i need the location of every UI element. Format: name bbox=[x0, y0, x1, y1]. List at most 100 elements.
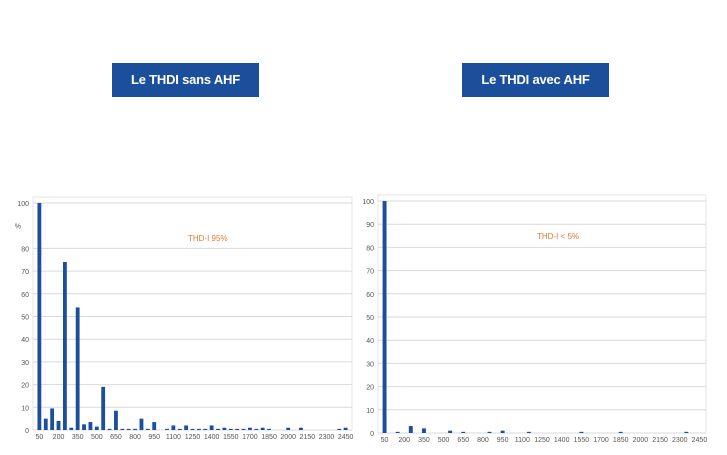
bar bbox=[37, 203, 42, 430]
bar bbox=[145, 428, 150, 430]
y-tick-label: 60 bbox=[21, 292, 29, 299]
y-tick-label: 100 bbox=[362, 199, 374, 206]
bar bbox=[139, 418, 144, 430]
y-tick-label: 0 bbox=[370, 431, 374, 438]
x-tick-label: 1100 bbox=[515, 437, 530, 444]
bar bbox=[126, 428, 131, 430]
bar bbox=[618, 431, 623, 433]
bar bbox=[203, 428, 208, 430]
x-tick-label: 500 bbox=[438, 437, 450, 444]
x-tick-label: 950 bbox=[148, 434, 160, 441]
y-tick-label: 20 bbox=[21, 383, 29, 390]
bar bbox=[152, 422, 157, 430]
bar bbox=[120, 428, 125, 430]
bar bbox=[421, 428, 426, 433]
x-tick-label: 1400 bbox=[204, 434, 220, 441]
y-tick-label: 70 bbox=[21, 269, 29, 276]
y-tick-label: 80 bbox=[21, 246, 29, 253]
x-tick-label: 1400 bbox=[554, 437, 570, 444]
x-tick-label: 350 bbox=[72, 434, 84, 441]
bar bbox=[299, 427, 303, 430]
bar bbox=[235, 428, 240, 430]
x-tick-label: 1850 bbox=[261, 434, 277, 441]
x-tick-label: 2000 bbox=[280, 434, 296, 441]
bar bbox=[75, 307, 80, 430]
y-tick-label: 80 bbox=[366, 245, 374, 252]
x-tick-label: 2450 bbox=[338, 434, 354, 441]
chart-title-left: Le THDI sans AHF bbox=[112, 63, 259, 97]
x-tick-label: 200 bbox=[398, 437, 410, 444]
bar bbox=[177, 428, 182, 430]
bar bbox=[88, 422, 93, 430]
thd-annotation: THD-I < 5% bbox=[537, 232, 579, 241]
x-tick-label: 2150 bbox=[652, 437, 668, 444]
chart-title-right: Le THDI avec AHF bbox=[462, 63, 609, 97]
bar bbox=[408, 426, 413, 433]
bar bbox=[114, 410, 118, 430]
bar bbox=[500, 430, 505, 433]
bar bbox=[684, 431, 689, 433]
y-tick-label: 70 bbox=[366, 269, 374, 276]
x-tick-label: 650 bbox=[457, 437, 469, 444]
bar bbox=[254, 428, 259, 430]
x-tick-label: 1250 bbox=[534, 437, 550, 444]
bar bbox=[228, 428, 233, 430]
y-tick-label: 100 bbox=[17, 201, 29, 208]
bar bbox=[260, 427, 265, 430]
bar bbox=[94, 426, 99, 430]
plot-area bbox=[377, 194, 707, 434]
x-tick-label: 2150 bbox=[300, 434, 316, 441]
y-tick-label: 50 bbox=[21, 315, 29, 322]
y-unit-label: % bbox=[15, 224, 21, 231]
x-tick-label: 500 bbox=[91, 434, 103, 441]
x-tick-label: 950 bbox=[497, 437, 509, 444]
x-tick-label: 1850 bbox=[613, 437, 629, 444]
x-tick-label: 1550 bbox=[574, 437, 590, 444]
y-tick-label: 10 bbox=[366, 408, 374, 415]
y-tick-label: 40 bbox=[21, 337, 29, 344]
thd-annotation: THD-I 95% bbox=[188, 234, 228, 243]
bar bbox=[209, 425, 214, 430]
bar bbox=[382, 201, 387, 433]
bar bbox=[190, 428, 195, 430]
bar bbox=[171, 425, 176, 430]
x-tick-label: 1700 bbox=[593, 437, 609, 444]
bar bbox=[69, 427, 74, 430]
bar bbox=[286, 427, 291, 430]
bar bbox=[337, 428, 342, 430]
bar bbox=[267, 428, 271, 430]
bar bbox=[82, 424, 86, 430]
x-tick-label: 2300 bbox=[672, 437, 688, 444]
bar bbox=[526, 431, 531, 433]
x-tick-label: 800 bbox=[129, 434, 141, 441]
x-tick-label: 800 bbox=[477, 437, 489, 444]
x-tick-label: 1700 bbox=[242, 434, 258, 441]
y-tick-label: 30 bbox=[21, 360, 29, 367]
bar bbox=[222, 427, 227, 430]
x-tick-label: 50 bbox=[35, 434, 43, 441]
bar bbox=[43, 418, 48, 430]
x-tick-label: 1100 bbox=[166, 434, 181, 441]
bar bbox=[62, 262, 67, 430]
bar bbox=[461, 431, 466, 433]
y-tick-label: 20 bbox=[366, 385, 374, 392]
bar bbox=[165, 428, 169, 430]
plot-area bbox=[32, 196, 353, 431]
x-tick-label: 1250 bbox=[185, 434, 201, 441]
bar bbox=[448, 430, 453, 433]
bar bbox=[216, 428, 220, 430]
x-tick-label: 2450 bbox=[692, 437, 708, 444]
x-tick-label: 2300 bbox=[319, 434, 335, 441]
y-tick-label: 30 bbox=[366, 361, 374, 368]
bar bbox=[487, 431, 492, 433]
x-tick-label: 350 bbox=[418, 437, 430, 444]
y-tick-label: 40 bbox=[366, 338, 374, 345]
bar bbox=[101, 386, 106, 430]
bar bbox=[107, 428, 112, 430]
x-tick-label: 200 bbox=[53, 434, 65, 441]
x-tick-label: 1550 bbox=[223, 434, 239, 441]
bar bbox=[56, 420, 61, 430]
bar bbox=[184, 425, 189, 430]
y-tick-label: 10 bbox=[21, 405, 29, 412]
